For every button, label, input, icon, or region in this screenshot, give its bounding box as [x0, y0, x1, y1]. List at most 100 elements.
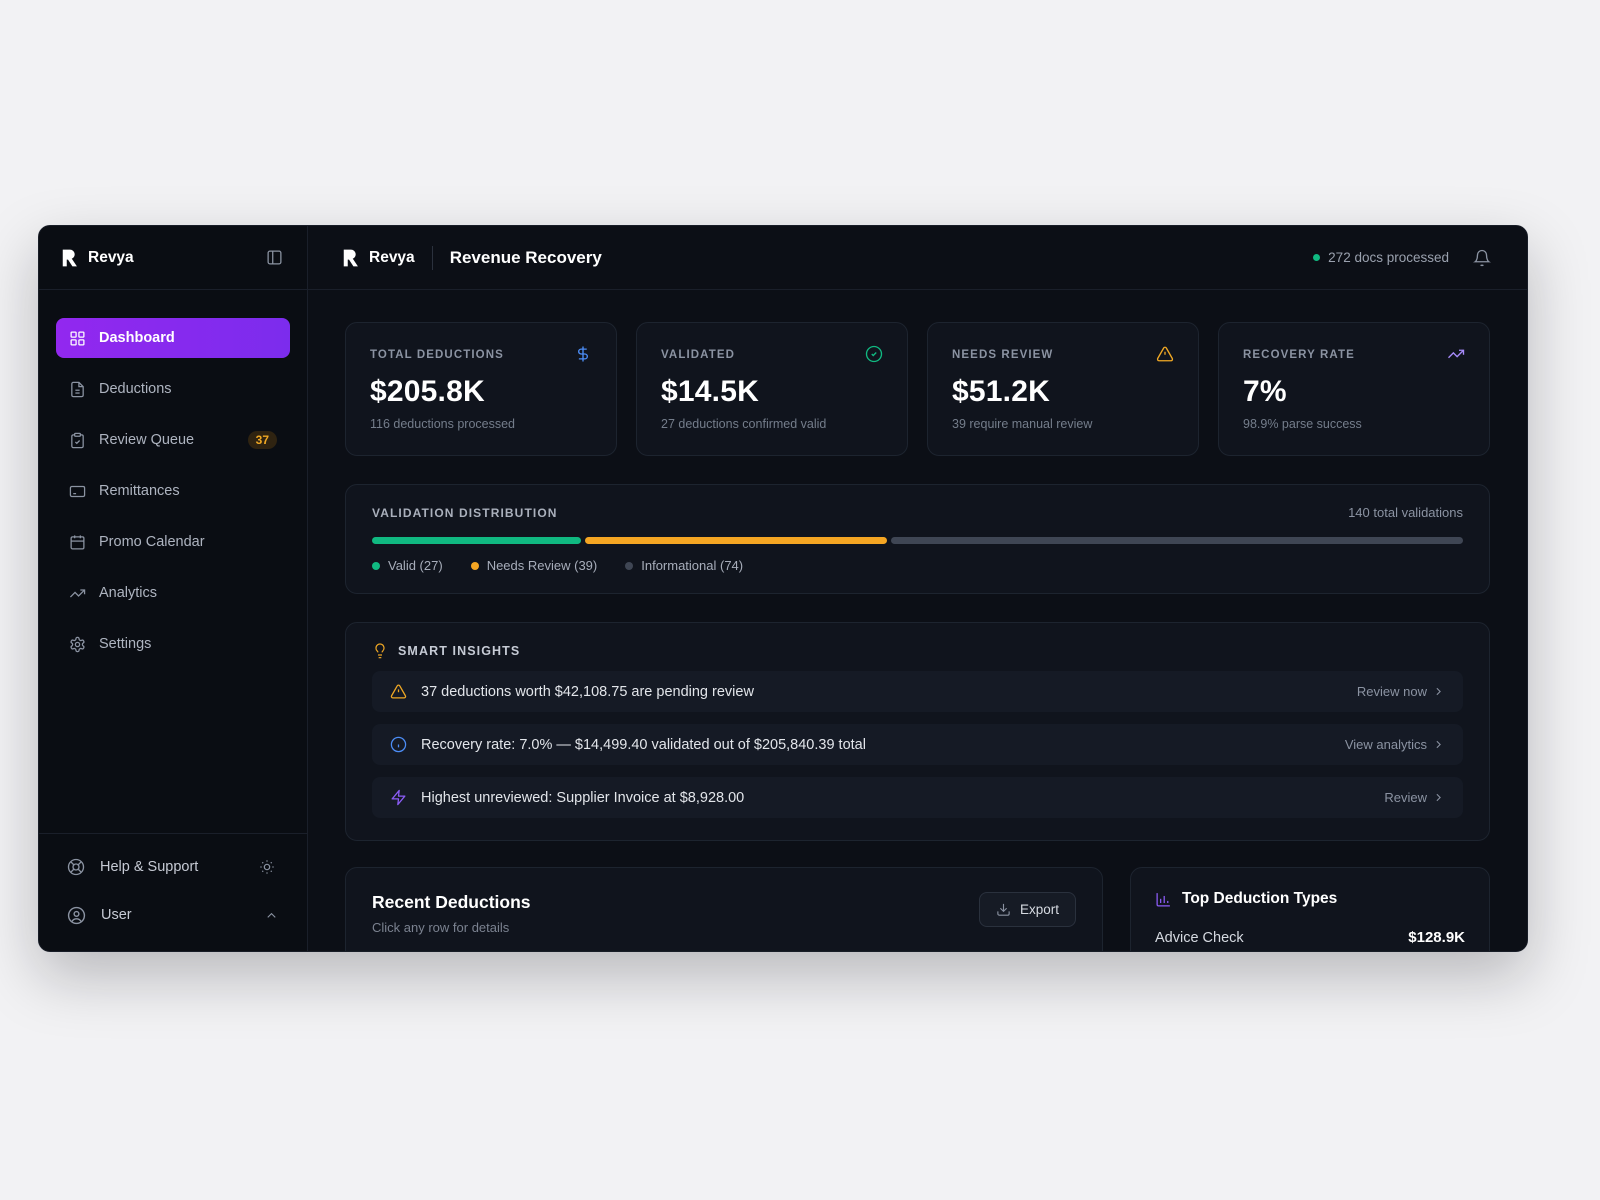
- docs-processed-label: 272 docs processed: [1328, 250, 1449, 265]
- legend-label: Needs Review (39): [486, 558, 598, 573]
- deduction-type-amount: $128.9K: [1408, 929, 1465, 946]
- revya-logo-icon: [59, 248, 79, 268]
- insight-action-label: Review now: [1356, 684, 1427, 699]
- sidebar-item-deductions[interactable]: Deductions: [56, 369, 290, 409]
- legend-label: Valid (27): [388, 558, 443, 573]
- sidebar-item-label: Deductions: [99, 381, 172, 397]
- recent-deductions-card: Recent Deductions Click any row for deta…: [345, 867, 1103, 951]
- insight-row-recovery-rate[interactable]: Recovery rate: 7.0% — $14,499.40 validat…: [372, 724, 1463, 765]
- lightbulb-icon: [372, 643, 388, 659]
- legend-item-needs-review: Needs Review (39): [470, 558, 598, 573]
- theme-toggle-button[interactable]: [255, 855, 279, 879]
- dollar-icon: [574, 345, 592, 363]
- credit-card-icon: [69, 483, 86, 500]
- insight-text: Highest unreviewed: Supplier Invoice at …: [421, 789, 745, 806]
- sidebar-item-label: Dashboard: [99, 330, 175, 346]
- insight-action-review[interactable]: Review: [1384, 790, 1445, 805]
- sidebar-item-remittances[interactable]: Remittances: [56, 471, 290, 511]
- lightning-icon: [390, 789, 407, 806]
- sidebar-footer: Help & Support User: [39, 833, 307, 951]
- top-deduction-types-card: Top Deduction Types Advice Check $128.9K…: [1130, 867, 1490, 951]
- warning-triangle-icon: [1156, 345, 1174, 363]
- info-circle-icon: [390, 736, 407, 753]
- docs-processed-status: 272 docs processed: [1313, 250, 1449, 265]
- main-area: Revya Revenue Recovery 272 docs processe…: [308, 226, 1527, 951]
- stat-label: TOTAL DEDUCTIONS: [370, 349, 504, 361]
- legend-dot: [625, 561, 634, 570]
- life-buoy-icon: [67, 858, 85, 876]
- header-right: 272 docs processed: [1313, 245, 1495, 271]
- stat-value: $51.2K: [952, 375, 1050, 408]
- header-divider: [431, 245, 433, 270]
- sidebar-item-review-queue[interactable]: Review Queue 37: [56, 420, 290, 460]
- warning-triangle-icon: [390, 683, 407, 700]
- stat-card-needs-review: NEEDS REVIEW $51.2K 39 require manual re…: [927, 322, 1199, 456]
- stat-label: VALIDATED: [661, 349, 735, 361]
- insight-action-review-now[interactable]: Review now: [1357, 684, 1445, 699]
- notifications-button[interactable]: [1469, 245, 1495, 271]
- stat-card-total-deductions: TOTAL DEDUCTIONS $205.8K 116 deductions …: [345, 322, 617, 456]
- help-support-item[interactable]: Help & Support: [56, 847, 290, 887]
- insight-action-view-analytics[interactable]: View analytics: [1345, 737, 1445, 752]
- insight-row-pending-review[interactable]: 37 deductions worth $42,108.75 are pendi…: [372, 671, 1463, 712]
- page-title: Revenue Recovery: [449, 247, 602, 267]
- stat-card-recovery-rate: RECOVERY RATE 7% 98.9% parse success: [1218, 322, 1490, 456]
- download-icon: [996, 902, 1011, 917]
- review-queue-badge: 37: [247, 431, 277, 449]
- insight-text: Recovery rate: 7.0% — $14,499.40 validat…: [421, 736, 866, 753]
- bottom-row: Recent Deductions Click any row for deta…: [345, 867, 1490, 951]
- recent-deductions-subtitle: Click any row for details: [372, 920, 510, 935]
- dashboard-grid-icon: [69, 330, 86, 347]
- legend-item-informational: Informational (74): [625, 558, 743, 573]
- validation-segment-needs-review: [584, 537, 887, 544]
- stat-sublabel: 116 deductions processed: [370, 417, 516, 431]
- legend-item-valid: Valid (27): [372, 558, 443, 573]
- stat-label: RECOVERY RATE: [1243, 349, 1355, 361]
- status-dot: [1313, 254, 1321, 261]
- stat-card-validated: VALIDATED $14.5K 27 deductions confirmed…: [636, 322, 908, 456]
- user-menu-item[interactable]: User: [56, 895, 290, 935]
- stat-label: NEEDS REVIEW: [952, 349, 1054, 361]
- trending-up-icon: [1447, 345, 1465, 363]
- stat-sublabel: 27 deductions confirmed valid: [661, 417, 827, 431]
- sidebar-collapse-button[interactable]: [262, 245, 287, 270]
- insight-text: 37 deductions worth $42,108.75 are pendi…: [421, 683, 754, 700]
- sidebar: Revya Dashboard Deductions: [39, 226, 308, 951]
- insight-action-label: View analytics: [1344, 737, 1427, 752]
- legend-dot: [372, 561, 380, 570]
- export-button[interactable]: Export: [978, 892, 1076, 927]
- sidebar-brand: Revya: [59, 248, 134, 268]
- recent-deductions-title: Recent Deductions: [372, 892, 531, 912]
- stat-value: 7%: [1243, 375, 1287, 408]
- validation-title: VALIDATION DISTRIBUTION: [372, 505, 558, 520]
- insight-row-highest-unreviewed[interactable]: Highest unreviewed: Supplier Invoice at …: [372, 777, 1463, 818]
- legend-dot: [470, 561, 479, 570]
- stat-value: $205.8K: [370, 375, 485, 408]
- sidebar-item-label: Remittances: [99, 483, 180, 499]
- sidebar-item-dashboard[interactable]: Dashboard: [56, 318, 290, 358]
- sidebar-item-settings[interactable]: Settings: [56, 624, 290, 664]
- header-brand: Revya: [340, 248, 415, 268]
- sidebar-item-promo-calendar[interactable]: Promo Calendar: [56, 522, 290, 562]
- smart-insights-card: SMART INSIGHTS 37 deductions worth $42,1…: [345, 622, 1490, 841]
- check-circle-icon: [865, 345, 883, 363]
- bar-chart-icon: [1155, 891, 1172, 908]
- stat-sublabel: 98.9% parse success: [1243, 417, 1362, 431]
- dashboard-content: TOTAL DEDUCTIONS $205.8K 116 deductions …: [308, 290, 1527, 951]
- calendar-icon: [69, 534, 86, 551]
- sun-icon: [259, 859, 275, 875]
- chevron-up-icon: [264, 908, 279, 923]
- header-brand-label: Revya: [369, 248, 415, 266]
- sidebar-item-analytics[interactable]: Analytics: [56, 573, 290, 613]
- validation-bar: [372, 537, 1463, 544]
- stat-value: $14.5K: [661, 375, 759, 408]
- deduction-type-row: Advice Check $128.9K: [1155, 929, 1465, 946]
- bell-icon: [1473, 249, 1491, 267]
- stat-cards-row: TOTAL DEDUCTIONS $205.8K 116 deductions …: [345, 322, 1490, 456]
- insight-action-label: Review: [1384, 790, 1427, 805]
- stat-sublabel: 39 require manual review: [952, 417, 1093, 431]
- document-icon: [69, 381, 86, 398]
- export-button-label: Export: [1019, 902, 1059, 917]
- help-support-label: Help & Support: [100, 859, 199, 875]
- user-label: User: [101, 907, 132, 923]
